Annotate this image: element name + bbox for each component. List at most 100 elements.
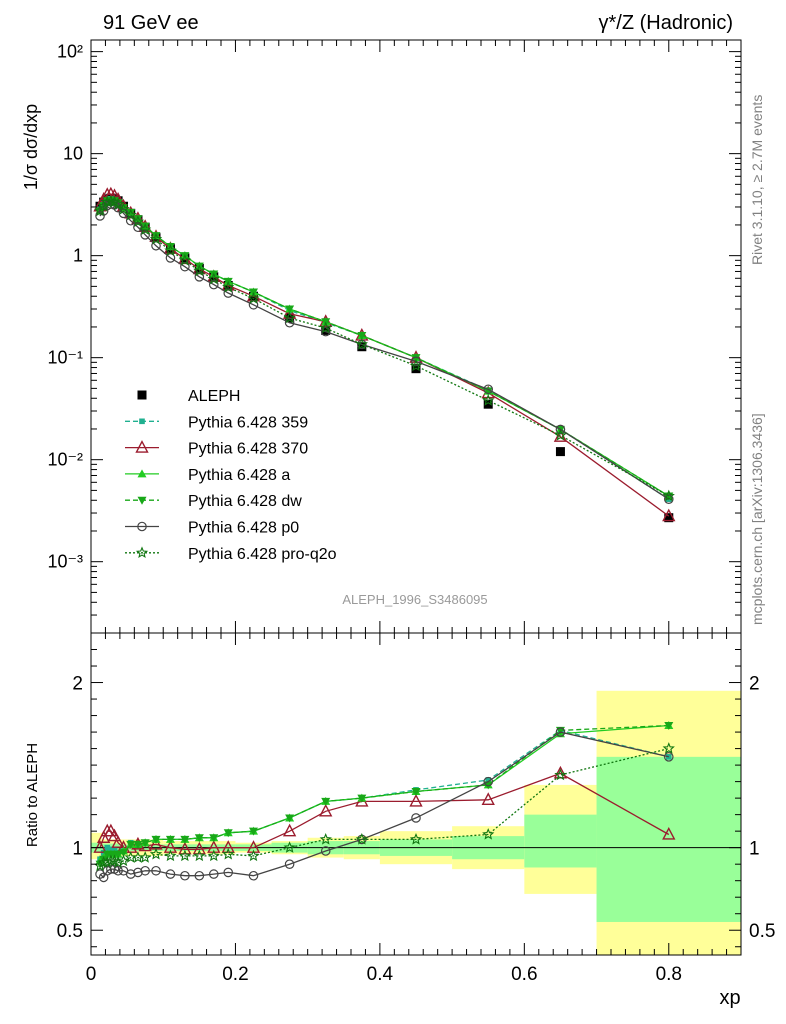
ratio-point-4-15 [223, 867, 234, 878]
main-ytick-label-4: 10 [63, 144, 83, 164]
ratio-ytick-label-left-1: 1 [72, 839, 83, 860]
ratio-point-4-7 [125, 869, 136, 879]
header-right-label: γ*/Z (Hadronic) [599, 12, 733, 34]
legend-marker-6 [135, 546, 149, 558]
main-point-5-17 [284, 317, 295, 328]
main-point-6-20 [409, 359, 423, 372]
ratio-point-3-8 [133, 840, 143, 849]
main-point-6-12 [178, 253, 191, 266]
main-point-6-21 [482, 394, 495, 406]
ratio-point-4-21 [483, 776, 494, 787]
main-point-5-22 [555, 424, 566, 435]
rivet-version-label: Rivet 3.1.10, ≥ 2.7M events [749, 95, 765, 265]
mcplots-reference-label: mcplots.cern.ch [arXiv:1306.3436] [749, 413, 765, 625]
ratio-point-0-21 [485, 777, 492, 783]
main-point-5-11 [165, 253, 176, 263]
ratio-point-1-18 [319, 803, 333, 817]
ratio-point-4-9 [140, 865, 150, 876]
ratio-point-5-6 [117, 854, 130, 867]
ratio-point-5-13 [193, 849, 206, 862]
main-frame [90, 39, 742, 634]
ratio-point-4-14 [208, 869, 219, 879]
main-point-6-3 [104, 194, 117, 207]
ratio-point-0-3 [108, 846, 114, 853]
main-series-line-6 [99, 200, 670, 497]
ratio-point-3-20 [411, 788, 421, 797]
main-ytick-label-5: 10² [57, 42, 83, 62]
ratio-point-3-7 [126, 840, 136, 849]
ratio-point-5-19 [355, 832, 368, 845]
ratio-point-4-11 [165, 869, 176, 879]
legend-marker-3 [137, 469, 147, 478]
legend-marker-5 [137, 521, 147, 532]
main-point-6-6 [117, 202, 130, 215]
ratio-point-3-14 [209, 834, 219, 843]
main-series-3 [95, 195, 674, 500]
legend: ALEPH Pythia 6.428 359 Pythia 6.428 370 Pyt… [125, 388, 337, 563]
legend-label-5: Pythia 6.428 p0 [188, 520, 299, 537]
xtick-label-0: 0 [86, 964, 97, 985]
ratio-point-1-5 [111, 835, 125, 848]
ratio-point-4-8 [133, 867, 143, 878]
ratio-point-3-17 [285, 814, 295, 823]
ratio-point-3-18 [321, 797, 331, 806]
legend-label-4: Pythia 6.428 dw [188, 493, 302, 510]
ratio-ytick-label-right-1: 1 [749, 839, 760, 860]
main-point-6-14 [207, 272, 220, 285]
main-series-1 [97, 196, 672, 502]
ratio-ylabel: Ratio to ALEPH [24, 743, 41, 847]
ratio-point-1-17 [282, 823, 297, 837]
ratio-point-5-5 [111, 856, 125, 868]
main-series-2 [93, 186, 676, 522]
xtick-label-4: 0.8 [656, 964, 682, 985]
ratio-point-5-16 [247, 849, 260, 862]
legend-label-1: Pythia 6.428 359 [188, 414, 308, 431]
main-point-6-5 [111, 197, 125, 210]
ratio-point-1-20 [409, 793, 423, 807]
main-series-line-3 [99, 199, 670, 497]
main-ylabel: 1/σ dσ/dxp [21, 104, 41, 190]
ratio-point-3-11 [165, 835, 175, 844]
legend-label-6: Pythia 6.428 pro-q2o [188, 546, 337, 563]
ratio-series-line-5 [99, 747, 669, 867]
ratio-point-4-22 [555, 727, 566, 737]
ratio-point-4-10 [151, 865, 161, 876]
legend-marker-4 [137, 496, 147, 505]
main-point-0-22 [555, 447, 565, 457]
main-point-4-10 [151, 232, 161, 241]
main-ytick-label-1: 10⁻² [47, 450, 83, 470]
ratio-point-5-12 [178, 849, 191, 862]
ratio-frame [90, 632, 742, 956]
main-series-line-2 [99, 193, 670, 517]
main-point-4-20 [411, 354, 421, 363]
ratio-point-5-21 [482, 828, 495, 840]
legend-label-2: Pythia 6.428 370 [188, 441, 308, 458]
main-point-0-23 [664, 513, 674, 523]
main-point-5-7 [125, 215, 136, 226]
ratio-point-4-18 [320, 846, 331, 856]
main-ytick-label-3: 1 [73, 246, 83, 266]
ratio-series-4 [95, 727, 674, 883]
ratio-point-4-3 [106, 864, 116, 874]
ratio-point-1-0 [93, 840, 107, 853]
main-point-5-14 [208, 279, 219, 290]
ratio-series-group [93, 720, 676, 883]
main-point-6-23 [662, 489, 675, 502]
main-point-4-9 [140, 222, 150, 231]
main-point-4-8 [133, 215, 143, 224]
xtick-label-3: 0.6 [511, 964, 537, 985]
ratio-point-3-13 [194, 834, 204, 843]
main-point-4-21 [483, 387, 493, 396]
ratio-point-5-10 [149, 847, 163, 860]
ratio-point-3-1 [99, 855, 109, 864]
ratio-point-5-3 [104, 854, 117, 867]
main-ytick-label-2: 10⁻¹ [47, 348, 83, 368]
ratio-point-4-5 [113, 865, 123, 876]
main-point-4-7 [126, 208, 136, 217]
ratio-point-1-4 [107, 828, 122, 842]
legend-label-0: ALEPH [188, 388, 240, 405]
xtick-label-1: 0.2 [222, 964, 248, 985]
main-point-6-16 [247, 292, 260, 304]
ratio-point-5-15 [222, 847, 235, 860]
